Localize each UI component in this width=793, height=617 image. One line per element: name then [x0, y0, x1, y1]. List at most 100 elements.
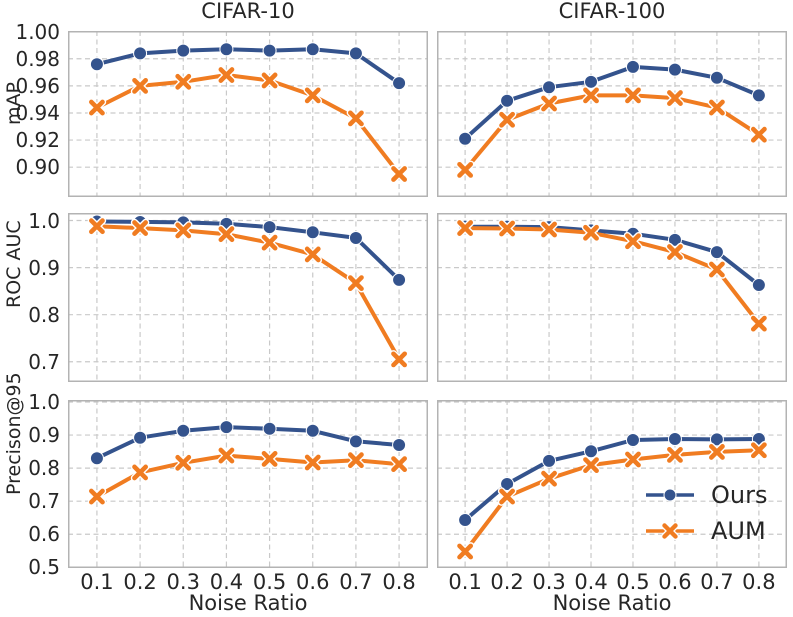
data-point-marker	[133, 430, 148, 445]
data-point-marker	[542, 453, 557, 468]
chart-canvas	[437, 31, 787, 197]
data-point-marker	[667, 244, 683, 260]
y-tick-label: 0.8	[28, 456, 60, 481]
data-point-marker	[457, 543, 474, 560]
data-point-marker	[499, 488, 515, 505]
data-point-marker	[625, 59, 640, 74]
data-point-marker	[500, 477, 515, 491]
data-point-marker	[391, 456, 407, 473]
x-marker-icon	[646, 522, 694, 540]
data-point-marker	[89, 451, 104, 466]
data-point-marker	[584, 74, 599, 89]
data-point-marker	[218, 447, 235, 464]
legend-label-ours: Ours	[711, 481, 768, 509]
data-point-marker	[458, 131, 473, 146]
data-point-marker	[667, 90, 683, 106]
column-title-cifar100: CIFAR-100	[558, 0, 666, 23]
x-tick-label: 0.3	[532, 570, 566, 594]
data-point-marker	[89, 99, 105, 116]
data-point-marker	[667, 62, 682, 77]
data-point-marker	[583, 224, 599, 241]
data-point-marker	[305, 423, 320, 438]
data-point-marker	[348, 230, 363, 245]
data-point-marker	[262, 43, 277, 58]
data-point-marker	[262, 220, 277, 235]
subplot-cifar100-roc-auc	[437, 213, 787, 382]
data-point-marker	[584, 444, 599, 459]
data-point-marker	[458, 513, 473, 528]
y-tick-label: 0.90	[15, 155, 60, 180]
x-tick-label: 0.1	[80, 570, 114, 594]
x-tick-label: 0.1	[448, 570, 482, 594]
data-point-marker	[541, 470, 557, 487]
data-point-marker	[219, 420, 234, 435]
circle-marker-icon	[646, 488, 694, 502]
data-point-marker	[750, 442, 767, 459]
chart-canvas	[68, 400, 428, 568]
data-point-marker	[625, 433, 640, 448]
y-tick-label: 0.9	[28, 255, 60, 280]
x-tick-label: 0.8	[742, 570, 776, 594]
data-point-marker	[132, 220, 148, 236]
data-point-marker	[348, 434, 363, 449]
data-point-marker	[89, 218, 105, 235]
data-point-marker	[709, 261, 725, 278]
data-point-marker	[499, 220, 515, 237]
y-tick-label: 0.6	[28, 522, 60, 547]
chart-canvas	[68, 213, 428, 382]
data-point-marker	[391, 351, 407, 368]
data-point-marker	[348, 46, 363, 61]
x-axis-label-right: Noise Ratio	[552, 591, 672, 615]
subplot-cifar10-roc-auc	[68, 213, 428, 382]
plot-border	[437, 400, 787, 568]
data-point-marker	[391, 166, 407, 182]
chart-canvas	[68, 31, 428, 197]
data-point-marker	[348, 275, 364, 292]
subplot-cifar100-precison95	[437, 400, 787, 568]
data-point-marker	[219, 42, 234, 57]
legend-item-ours: Ours	[644, 479, 767, 511]
y-tick-label: 0.5	[28, 555, 60, 580]
y-tick-label: 1.00	[15, 19, 60, 44]
data-point-marker	[261, 234, 278, 251]
legend: Ours AUM	[644, 479, 767, 547]
data-point-marker	[305, 225, 320, 240]
data-point-marker	[175, 454, 192, 471]
x-tick-label: 0.6	[658, 570, 692, 594]
plot-border	[68, 31, 428, 197]
series-line-ours	[94, 425, 402, 461]
data-point-marker	[625, 87, 641, 104]
subplot-cifar10-precison95	[68, 400, 428, 568]
data-point-marker	[175, 222, 192, 239]
data-point-marker	[541, 95, 557, 112]
data-point-marker	[348, 110, 364, 127]
x-tick-label: 0.7	[700, 570, 734, 594]
series-line-ours	[463, 437, 761, 522]
data-point-marker	[176, 423, 191, 438]
data-point-marker	[348, 452, 364, 469]
chart-canvas	[437, 213, 787, 382]
data-point-marker	[667, 446, 683, 463]
data-point-marker	[262, 421, 277, 436]
y-tick-label: 0.9	[28, 423, 60, 448]
x-tick-label: 0.5	[616, 570, 650, 594]
y-tick-label: 0.8	[28, 302, 60, 327]
data-point-marker	[261, 450, 278, 467]
data-point-marker	[583, 457, 599, 474]
data-point-marker	[304, 246, 321, 263]
x-tick-label: 0.8	[382, 570, 416, 594]
data-point-marker	[304, 454, 321, 471]
data-point-marker	[541, 221, 557, 238]
data-point-marker	[709, 245, 724, 260]
subplot-cifar100-map	[437, 31, 787, 197]
y-tick-label: 0.98	[15, 46, 60, 71]
data-point-marker	[709, 444, 725, 460]
data-point-marker	[261, 72, 278, 89]
data-point-marker	[89, 57, 104, 72]
x-tick-label: 0.4	[574, 570, 608, 594]
data-point-marker	[305, 42, 320, 57]
data-point-marker	[667, 432, 682, 447]
data-point-marker	[709, 70, 724, 85]
x-tick-label: 0.3	[166, 570, 200, 594]
